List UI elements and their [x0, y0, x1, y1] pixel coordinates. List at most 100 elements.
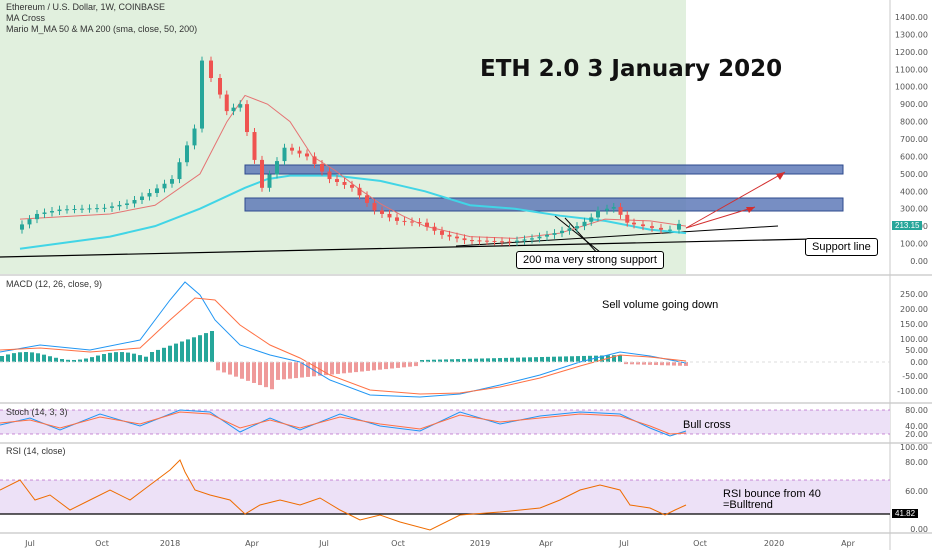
candle [192, 128, 197, 146]
macd-bar [558, 356, 562, 362]
resistance-zone-upper[interactable] [244, 164, 844, 175]
candle [560, 230, 564, 234]
chart-title: ETH 2.0 3 January 2020 [480, 56, 783, 82]
macd-bar [174, 343, 178, 362]
candle [410, 221, 414, 223]
time-tick-label: Apr [245, 539, 260, 548]
macd-bar [132, 353, 136, 362]
candle [417, 222, 422, 224]
macd-bar [30, 352, 34, 362]
macd-bar [666, 362, 670, 366]
macd-bar [252, 362, 256, 383]
candle [102, 207, 107, 209]
rsi-note: RSI bounce from 40 =Bulltrend [723, 488, 821, 511]
price-tick-label: 1300.00 [895, 30, 928, 39]
candle [185, 145, 189, 163]
candle [567, 228, 572, 231]
rsi-tick-label: 60.00 [905, 487, 928, 496]
legend-ma-cross: MA Cross [6, 13, 46, 23]
macd-bar [672, 362, 676, 366]
candle [35, 213, 39, 220]
arrow-head-lower [746, 207, 755, 213]
macd-bar [432, 359, 436, 362]
macd-bar [450, 359, 454, 362]
macd-bar [24, 352, 28, 362]
macd-tick-label: -100.00 [897, 387, 928, 396]
candle [618, 206, 623, 215]
macd-bar [552, 356, 556, 362]
candle [209, 60, 213, 78]
ma-support-note[interactable]: 200 ma very strong support [516, 251, 664, 269]
candle [80, 208, 84, 210]
candle [470, 240, 474, 242]
macd-bar [678, 362, 682, 366]
rsi-tick-label: 80.00 [905, 458, 928, 467]
macd-bar [480, 358, 484, 362]
macd-tick-label: 150.00 [900, 320, 928, 329]
macd-bar [408, 362, 412, 367]
candle [297, 150, 302, 154]
macd-bar [36, 353, 40, 362]
macd-bar [612, 355, 616, 362]
candle [589, 217, 594, 222]
macd-bar [234, 362, 238, 377]
candle [260, 159, 264, 188]
macd-axis: 250.00 200.00 150.00 100.00 50.00 0.00 -50.00 -… [897, 290, 928, 396]
macd-bar [246, 362, 250, 381]
macd-note: Sell volume going down [602, 299, 719, 311]
macd-bar [90, 357, 94, 362]
macd-bar [312, 362, 316, 377]
stoch-k [0, 409, 687, 437]
price-tick-label: 1400.00 [895, 13, 928, 22]
candle [147, 193, 152, 197]
support-line-note[interactable]: Support line [805, 238, 878, 256]
candle [659, 227, 663, 230]
time-tick-label: Jul [318, 539, 329, 548]
candle [425, 222, 429, 227]
time-tick-label: Jul [618, 539, 629, 548]
macd-tick-label: -50.00 [902, 372, 928, 381]
macd-bar [372, 362, 376, 371]
stoch-label: Stoch (14, 3, 3) [6, 407, 68, 417]
candle [522, 239, 527, 241]
candle [140, 196, 144, 200]
candle [320, 163, 324, 172]
time-tick-label: Apr [539, 539, 554, 548]
candle [50, 211, 54, 213]
price-tick-label: 1200.00 [895, 48, 928, 57]
time-tick-label: Jul [24, 539, 35, 548]
macd-bar [18, 352, 22, 362]
macd-bar [60, 359, 64, 362]
macd-bar [66, 359, 70, 362]
candle [668, 229, 672, 231]
macd-bar [336, 362, 340, 374]
stoch-tick-label: 40.00 [905, 422, 928, 431]
macd-bar [6, 354, 10, 362]
stoch-tick-label: 80.00 [905, 406, 928, 415]
candle [447, 234, 452, 237]
candle [72, 209, 77, 211]
macd-bar [624, 362, 628, 365]
macd-bar [198, 335, 202, 362]
candle [625, 214, 630, 223]
rsi-line [0, 459, 687, 531]
macd-bar [456, 359, 460, 362]
candle [162, 183, 167, 189]
resistance-zone-lower[interactable] [244, 197, 844, 212]
macd-bar [240, 362, 244, 379]
macd-bar [12, 353, 16, 362]
macd-bar [264, 362, 268, 388]
macd-tick-label: 200.00 [900, 305, 928, 314]
time-tick-label: 2020 [764, 539, 784, 548]
macd-bar [228, 362, 232, 375]
macd-bar [348, 362, 352, 373]
legend-mario: Mario M_MA 50 & MA 200 (sma, close, 50, … [6, 24, 198, 34]
macd-bar [444, 359, 448, 362]
macd-bar [498, 358, 502, 362]
callout-line-1 [554, 215, 606, 257]
macd-bar [210, 331, 214, 362]
signal-line [0, 297, 687, 395]
macd-bar [342, 362, 346, 374]
macd-bar [276, 362, 280, 380]
support-trendline[interactable] [0, 238, 813, 258]
